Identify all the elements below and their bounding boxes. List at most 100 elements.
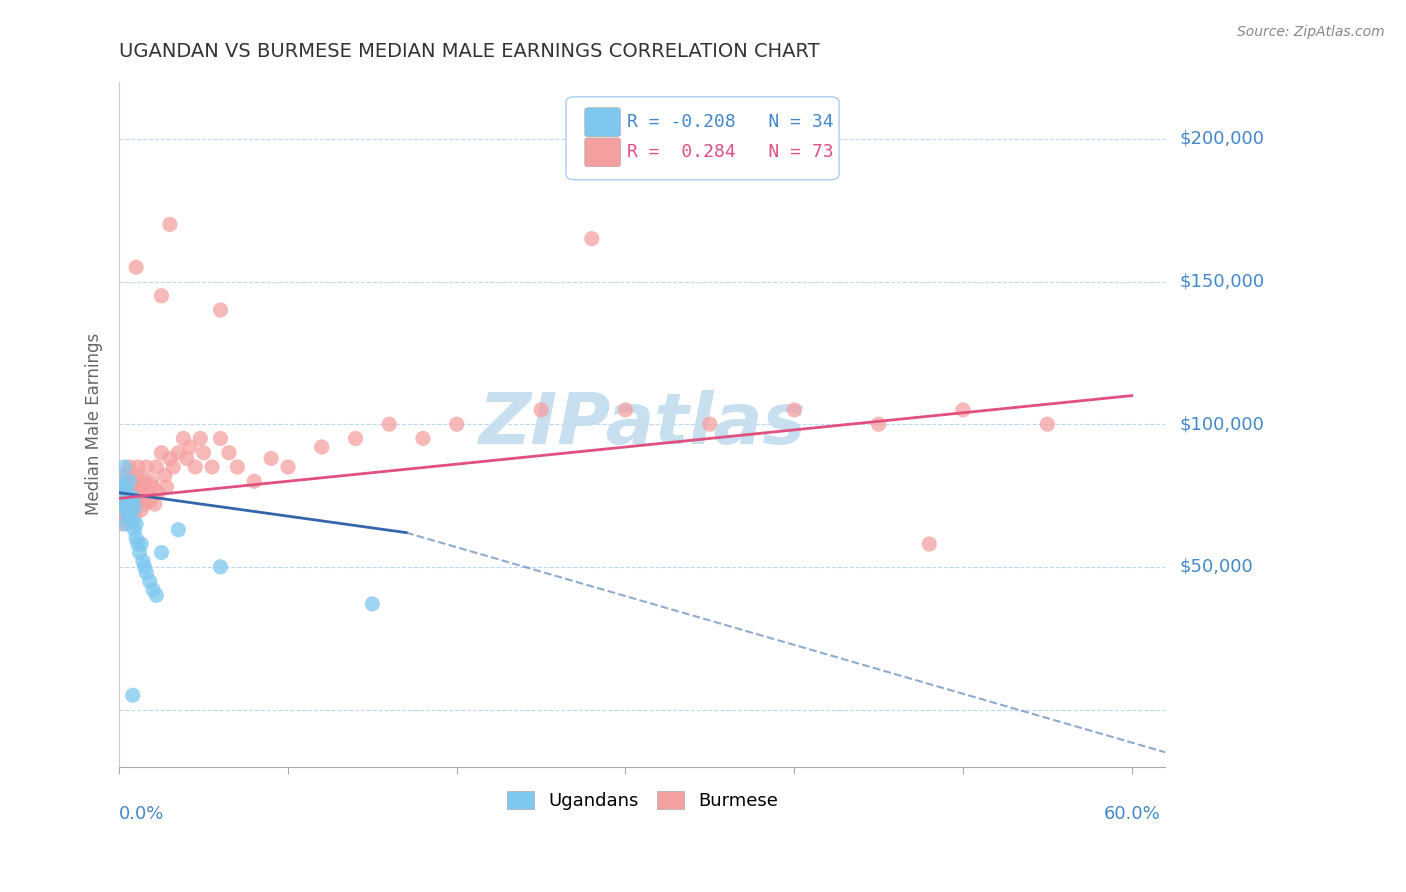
- Point: [277, 460, 299, 475]
- Point: [868, 417, 890, 432]
- Point: [311, 440, 333, 454]
- Legend: Ugandans, Burmese: Ugandans, Burmese: [498, 781, 787, 819]
- Text: 60.0%: 60.0%: [1104, 805, 1160, 823]
- Point: [193, 446, 215, 460]
- Point: [125, 516, 148, 531]
- Point: [110, 497, 132, 511]
- Text: ZIPatlas: ZIPatlas: [478, 390, 806, 458]
- Point: [128, 545, 150, 559]
- Point: [118, 460, 141, 475]
- Y-axis label: Median Male Earnings: Median Male Earnings: [86, 333, 103, 516]
- Point: [361, 597, 384, 611]
- FancyBboxPatch shape: [585, 108, 620, 136]
- Point: [117, 497, 139, 511]
- Point: [111, 480, 134, 494]
- Point: [115, 508, 138, 523]
- Point: [446, 417, 468, 432]
- Text: 0.0%: 0.0%: [120, 805, 165, 823]
- FancyBboxPatch shape: [567, 97, 839, 179]
- Point: [118, 475, 141, 489]
- Text: $200,000: $200,000: [1180, 130, 1264, 148]
- Point: [125, 468, 148, 483]
- Point: [120, 491, 142, 506]
- Point: [176, 451, 198, 466]
- Point: [125, 497, 148, 511]
- FancyBboxPatch shape: [585, 138, 620, 167]
- Point: [117, 475, 139, 489]
- Point: [134, 475, 156, 489]
- Text: $50,000: $50,000: [1180, 558, 1253, 576]
- Point: [162, 460, 184, 475]
- Point: [412, 432, 434, 446]
- Point: [111, 516, 134, 531]
- Point: [129, 537, 152, 551]
- Point: [142, 480, 165, 494]
- Point: [120, 494, 142, 508]
- Point: [111, 497, 134, 511]
- Point: [118, 485, 141, 500]
- Point: [378, 417, 401, 432]
- Point: [153, 468, 176, 483]
- Point: [127, 460, 149, 475]
- Point: [167, 446, 190, 460]
- Point: [121, 503, 143, 517]
- Point: [129, 480, 152, 494]
- Point: [159, 218, 181, 232]
- Point: [614, 403, 637, 417]
- Point: [124, 489, 146, 503]
- Text: R = -0.208   N = 34: R = -0.208 N = 34: [627, 113, 834, 131]
- Point: [132, 554, 155, 568]
- Point: [135, 566, 157, 580]
- Point: [581, 232, 603, 246]
- Text: R =  0.284   N = 73: R = 0.284 N = 73: [627, 144, 834, 161]
- Point: [138, 494, 160, 508]
- Point: [172, 432, 194, 446]
- Point: [243, 475, 266, 489]
- Point: [115, 503, 138, 517]
- Point: [111, 475, 134, 489]
- Point: [150, 545, 173, 559]
- Point: [918, 537, 941, 551]
- Point: [1036, 417, 1059, 432]
- Point: [260, 451, 283, 466]
- Point: [124, 500, 146, 514]
- Point: [134, 497, 156, 511]
- Point: [145, 588, 167, 602]
- Point: [118, 497, 141, 511]
- Point: [145, 460, 167, 475]
- Point: [124, 523, 146, 537]
- Text: $100,000: $100,000: [1180, 415, 1264, 434]
- Point: [142, 582, 165, 597]
- Point: [150, 289, 173, 303]
- Point: [209, 559, 232, 574]
- Point: [124, 508, 146, 523]
- Point: [110, 489, 132, 503]
- Point: [125, 260, 148, 275]
- Point: [167, 523, 190, 537]
- Point: [218, 446, 240, 460]
- Point: [699, 417, 721, 432]
- Text: $150,000: $150,000: [1180, 272, 1264, 291]
- Point: [121, 480, 143, 494]
- Point: [150, 446, 173, 460]
- Point: [112, 468, 135, 483]
- Point: [141, 475, 163, 489]
- Point: [129, 503, 152, 517]
- Point: [127, 537, 149, 551]
- Point: [135, 460, 157, 475]
- Point: [146, 485, 169, 500]
- Point: [143, 497, 166, 511]
- Point: [117, 485, 139, 500]
- Point: [134, 559, 156, 574]
- Point: [120, 475, 142, 489]
- Point: [184, 460, 207, 475]
- Point: [128, 494, 150, 508]
- Point: [121, 688, 143, 702]
- Point: [138, 574, 160, 588]
- Point: [115, 489, 138, 503]
- Point: [112, 480, 135, 494]
- Point: [117, 508, 139, 523]
- Point: [136, 485, 159, 500]
- Point: [783, 403, 806, 417]
- Point: [117, 494, 139, 508]
